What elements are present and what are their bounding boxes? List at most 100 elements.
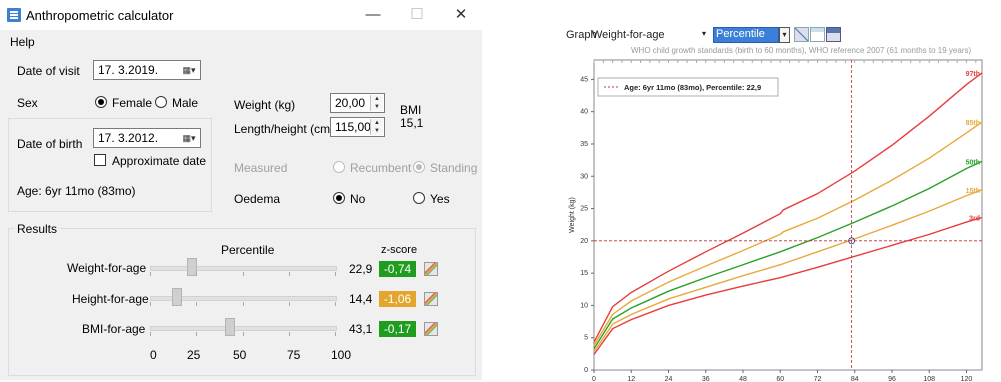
slider-tick: [288, 272, 290, 276]
x-tick-label: 96: [888, 376, 896, 382]
oedema-no-label: No: [350, 192, 366, 206]
x-tick-label: 36: [702, 376, 710, 382]
copy-icon[interactable]: [810, 27, 825, 42]
graph-mode-value: Percentile: [716, 28, 765, 40]
oedema-label: Oedema: [234, 192, 281, 206]
maximize-button[interactable]: ☐: [410, 6, 424, 23]
result-label: BMI-for-age: [82, 322, 146, 336]
length-label: Length/height (cm): [234, 122, 335, 136]
x-tick-label: 72: [814, 376, 822, 382]
growth-chart-icon[interactable]: [424, 292, 438, 306]
sex-female-label: Female: [112, 96, 153, 110]
calendar-dropdown-icon[interactable]: ▦▾: [182, 133, 196, 143]
recumbent-label: Recumbent: [350, 161, 412, 175]
save-icon[interactable]: [826, 27, 841, 42]
growth-chart: 0 12 24 36 48 60 72 84 96 108 120 0 5 10 15 20 25 30 35 40 4…: [569, 59, 983, 382]
sex-male-label: Male: [172, 96, 199, 110]
chart-image-icon[interactable]: [794, 27, 809, 42]
date-of-visit-value: 17. 3.2019.: [98, 63, 159, 77]
scale-label: 25: [187, 348, 201, 362]
close-button[interactable]: ✕: [454, 6, 468, 23]
series-label: 50th: [966, 159, 980, 166]
oedema-yes-radio[interactable]: [413, 192, 425, 204]
chevron-down-icon[interactable]: ▾: [779, 27, 790, 43]
slider-tick: [150, 332, 151, 336]
x-tick-label: 48: [739, 376, 747, 382]
series-label: 15th: [966, 188, 980, 195]
sex-male-radio[interactable]: [155, 96, 167, 108]
approximate-date-label: Approximate date: [112, 154, 207, 168]
x-tick-label: 84: [851, 376, 859, 382]
weight-input[interactable]: 20,00 ▲ ▼: [330, 93, 385, 113]
date-of-visit-picker[interactable]: 17. 3.2019. ▦▾: [93, 60, 201, 80]
date-of-birth-value: 17. 3.2012.: [98, 131, 159, 145]
birth-group: [8, 118, 212, 212]
calendar-dropdown-icon[interactable]: ▦▾: [182, 65, 196, 75]
slider-tick: [335, 302, 336, 306]
oedema-no-radio[interactable]: [333, 192, 345, 204]
weight-label: Weight (kg): [234, 98, 296, 112]
title-bar: Anthropometric calculator — ☐ ✕: [0, 0, 482, 30]
percentile-value: 43,1: [349, 322, 373, 336]
standing-label: Standing: [430, 161, 478, 175]
result-label: Height-for-age: [72, 292, 149, 306]
y-tick-label: 15: [580, 270, 588, 277]
length-input[interactable]: 115,00 ▲ ▼: [330, 117, 385, 137]
scale-label: 100: [331, 348, 352, 362]
slider-tick: [196, 332, 198, 336]
weight-value: 20,00: [335, 96, 366, 110]
slider-tick: [242, 302, 244, 306]
approximate-date-checkbox[interactable]: [94, 154, 106, 166]
x-tick-label: 24: [665, 376, 673, 382]
growth-chart-icon[interactable]: [424, 262, 438, 276]
height-percentile-slider[interactable]: [150, 296, 337, 301]
y-tick-label: 35: [580, 141, 588, 148]
scale-label: 50: [233, 348, 247, 362]
zscore-badge: -0,17: [379, 321, 416, 337]
weight-spinner-icon[interactable]: ▲ ▼: [370, 95, 383, 111]
graph-mode-select[interactable]: Percentile: [713, 27, 779, 43]
slider-tick: [335, 272, 336, 276]
chart-subtitle: WHO child growth standards (birth to 60 …: [631, 46, 972, 55]
growth-chart-icon[interactable]: [424, 322, 438, 336]
slider-thumb[interactable]: [171, 288, 182, 306]
menu-help[interactable]: Help: [10, 35, 35, 49]
slider-tick: [196, 302, 198, 306]
scale-label: 0: [150, 348, 157, 362]
bmi-value: 15,1: [400, 116, 424, 130]
series-label: 97th: [966, 71, 980, 78]
weight-percentile-slider[interactable]: [150, 266, 337, 271]
date-of-birth-label: Date of birth: [17, 137, 83, 151]
series-label: 85th: [966, 120, 980, 127]
marker-point: [848, 237, 856, 245]
recumbent-radio[interactable]: [333, 161, 345, 173]
slider-thumb[interactable]: [187, 258, 198, 276]
series-line-3rd: [593, 216, 983, 355]
sex-female-radio[interactable]: [95, 96, 107, 108]
scale-label: 75: [287, 348, 301, 362]
legend-text: Age: 6yr 11mo (83mo), Percentile: 22,9: [624, 83, 761, 92]
series-line-15th: [593, 189, 983, 353]
oedema-yes-label: Yes: [430, 192, 450, 206]
length-spinner-icon[interactable]: ▲ ▼: [370, 119, 383, 135]
y-tick-label: 25: [580, 206, 588, 213]
slider-thumb[interactable]: [224, 318, 235, 336]
slider-tick: [242, 272, 244, 276]
bmi-percentile-slider[interactable]: [150, 326, 337, 331]
series-label: 3rd: [969, 216, 980, 223]
standing-radio[interactable]: [413, 161, 425, 173]
y-tick-label: 5: [584, 335, 588, 342]
date-of-birth-picker[interactable]: 17. 3.2012. ▦▾: [93, 128, 201, 148]
graph-type-select[interactable]: Weight-for-age ▾: [592, 29, 710, 41]
length-value: 115,00: [335, 120, 371, 134]
series-line-85th: [593, 121, 983, 346]
slider-tick: [288, 302, 290, 306]
legend-box: [597, 77, 779, 97]
series-line-97th: [593, 72, 983, 343]
graph-label: Graph: [566, 29, 597, 41]
minimize-button[interactable]: —: [365, 6, 381, 23]
plot-area: [593, 59, 983, 371]
slider-tick: [196, 272, 198, 276]
date-of-visit-label: Date of visit: [17, 64, 80, 78]
y-axis-label: Weight (kg): [569, 197, 576, 233]
